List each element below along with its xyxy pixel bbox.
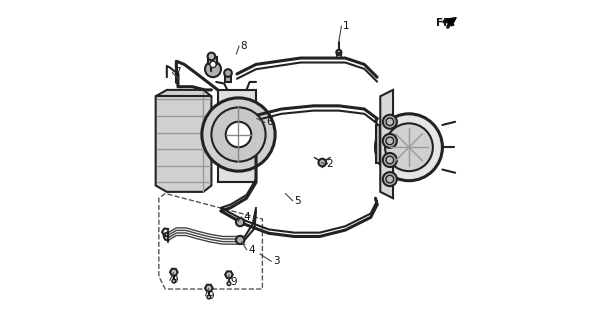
Circle shape — [210, 61, 216, 68]
Text: 5: 5 — [294, 196, 301, 206]
Text: 9: 9 — [171, 276, 178, 285]
Text: 9: 9 — [230, 277, 236, 287]
Polygon shape — [170, 269, 177, 276]
Circle shape — [236, 218, 244, 226]
FancyArrowPatch shape — [447, 18, 456, 26]
Polygon shape — [380, 90, 393, 198]
Circle shape — [383, 115, 397, 129]
Circle shape — [319, 159, 326, 166]
Circle shape — [336, 50, 341, 55]
Circle shape — [376, 114, 443, 181]
Polygon shape — [205, 285, 212, 292]
Circle shape — [386, 137, 394, 145]
Text: FR.: FR. — [436, 18, 456, 28]
Circle shape — [386, 118, 394, 125]
Circle shape — [226, 122, 251, 147]
Text: 1: 1 — [343, 21, 349, 31]
Circle shape — [208, 52, 216, 60]
Circle shape — [383, 153, 397, 167]
Bar — [225, 74, 231, 82]
Circle shape — [386, 175, 394, 183]
Circle shape — [236, 236, 244, 244]
Text: 4: 4 — [249, 245, 255, 255]
Polygon shape — [156, 90, 211, 192]
Text: 8: 8 — [241, 41, 247, 51]
Circle shape — [205, 61, 221, 77]
Circle shape — [386, 156, 394, 164]
Text: 3: 3 — [273, 256, 279, 266]
Polygon shape — [376, 125, 380, 163]
Circle shape — [383, 172, 397, 186]
Circle shape — [224, 69, 232, 77]
Circle shape — [211, 108, 266, 162]
Text: 4: 4 — [243, 212, 249, 222]
Circle shape — [385, 123, 433, 171]
Bar — [208, 57, 217, 64]
Circle shape — [172, 279, 176, 283]
Circle shape — [383, 134, 397, 148]
Bar — [209, 63, 217, 69]
Text: 9: 9 — [207, 291, 214, 301]
Polygon shape — [225, 271, 233, 278]
Circle shape — [202, 98, 275, 171]
Text: 2: 2 — [326, 159, 333, 169]
Circle shape — [227, 282, 231, 285]
Text: 7: 7 — [174, 68, 181, 77]
Polygon shape — [218, 90, 256, 182]
Text: 6: 6 — [266, 117, 273, 127]
Circle shape — [207, 295, 211, 299]
